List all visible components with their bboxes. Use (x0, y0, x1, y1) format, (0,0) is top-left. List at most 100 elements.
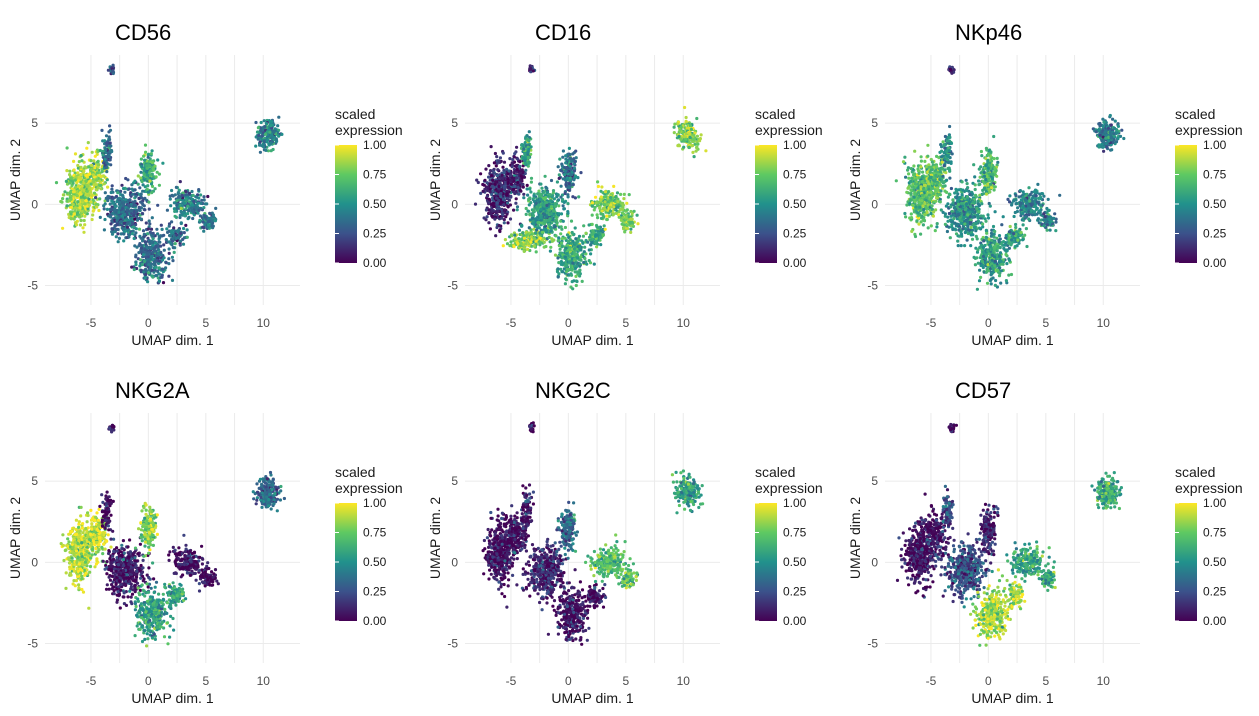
cell-point (603, 200, 607, 204)
cell-point (544, 244, 548, 249)
cell-point (103, 199, 107, 203)
cell-point (529, 152, 533, 156)
cell-point (562, 200, 566, 204)
colorbar-tick-label: 0.50 (363, 197, 387, 211)
cell-point (196, 211, 200, 215)
cell-point (54, 181, 59, 185)
cell-point (528, 212, 532, 216)
cell-point (78, 215, 82, 219)
cell-point (137, 227, 142, 231)
cell-point (692, 133, 696, 137)
colorbar (755, 145, 777, 263)
cell-point (561, 270, 565, 274)
cell-point (131, 192, 135, 196)
cell-point (916, 191, 920, 195)
cell-point (537, 194, 541, 198)
cell-point (89, 190, 93, 194)
cell-point (169, 234, 173, 238)
cell-point (499, 195, 503, 199)
cell-point (505, 167, 509, 171)
cell-point (599, 189, 603, 193)
cell-point (488, 227, 492, 231)
cell-point (124, 198, 128, 202)
cell-point (563, 236, 567, 240)
cell-point (492, 167, 496, 171)
cell-point (190, 189, 194, 194)
cell-point (524, 242, 528, 246)
cell-point (626, 227, 630, 231)
cell-point (490, 174, 494, 178)
cell-point (150, 184, 155, 188)
y-tick-label: 0 (451, 197, 458, 211)
cell-point (560, 256, 564, 260)
cell-point (126, 221, 130, 225)
cell-point (904, 215, 908, 219)
cell-point (485, 185, 490, 189)
cell-point (672, 125, 676, 129)
cell-point (524, 212, 528, 216)
cell-point (94, 196, 98, 200)
cell-point (515, 241, 519, 245)
cell-point (143, 196, 147, 200)
cell-point (137, 251, 141, 255)
cell-point (113, 208, 117, 212)
cell-point (503, 208, 507, 212)
cell-point (557, 261, 561, 265)
cell-point (490, 209, 494, 213)
cell-point (67, 212, 71, 216)
cell-point (916, 196, 920, 200)
cell-point (523, 171, 527, 176)
cell-point (560, 244, 564, 248)
cell-point (115, 200, 119, 204)
cell-point (524, 230, 528, 234)
cell-point (517, 228, 521, 232)
cell-point (194, 195, 198, 199)
cell-point (566, 211, 570, 215)
cell-point (687, 131, 691, 135)
cell-point (146, 153, 150, 157)
cell-point (164, 266, 168, 270)
cell-point (139, 270, 143, 274)
cell-point (615, 191, 620, 195)
cell-point (497, 159, 501, 163)
cell-point (526, 193, 530, 197)
cell-point (153, 187, 157, 191)
cell-point (105, 178, 109, 182)
cell-point (488, 182, 492, 186)
cell-point (261, 127, 265, 132)
cell-point (623, 230, 627, 234)
cell-point (175, 203, 179, 207)
cell-point (107, 130, 111, 134)
cell-point (579, 171, 583, 175)
cell-point (560, 241, 564, 245)
cell-point (596, 216, 600, 220)
legend-title: scaled (755, 106, 795, 122)
cell-point (122, 239, 126, 243)
cell-point (151, 161, 155, 165)
cell-point (148, 230, 152, 234)
cell-point (150, 239, 154, 244)
cell-point (115, 218, 119, 223)
cell-point (684, 119, 688, 123)
cell-point (566, 202, 570, 206)
cell-point (109, 190, 113, 195)
cell-point (125, 213, 129, 217)
cell-point (517, 237, 521, 241)
cell-point (483, 178, 487, 182)
cell-point (603, 190, 608, 194)
cell-point (556, 267, 560, 271)
cell-point (570, 230, 574, 235)
y-tick-label: -5 (27, 279, 38, 293)
cell-point (154, 265, 158, 269)
cell-point (96, 163, 100, 167)
cell-point (564, 161, 568, 165)
cell-point (200, 198, 204, 202)
cell-point (502, 160, 507, 164)
cell-point (522, 147, 526, 151)
cell-point (510, 161, 514, 165)
cell-point (150, 268, 154, 272)
cell-point (116, 197, 120, 201)
cell-point (919, 155, 923, 159)
cell-point (149, 169, 153, 173)
cell-point (636, 222, 640, 226)
